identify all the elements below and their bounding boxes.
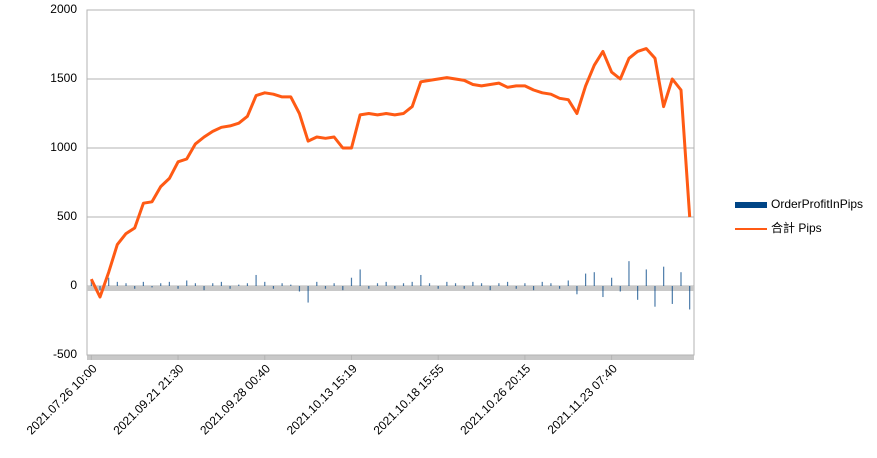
- bar: [333, 283, 335, 286]
- bar: [385, 281, 387, 286]
- bar: [108, 277, 110, 286]
- bar: [350, 277, 353, 286]
- bar: [602, 286, 604, 298]
- bar: [281, 283, 283, 286]
- x-tick-label: 2021.10.26 20:15: [457, 361, 533, 437]
- y-tick-label: 1000: [50, 140, 77, 154]
- bar: [160, 283, 162, 286]
- line: [89, 47, 692, 299]
- bar: [498, 283, 500, 286]
- bar: [532, 286, 535, 291]
- bar: [255, 274, 257, 286]
- x-axis-band: [87, 355, 694, 360]
- bar: [90, 280, 92, 286]
- bar: [454, 283, 457, 286]
- bar: [645, 269, 647, 286]
- bar: [246, 283, 249, 286]
- bar: [437, 286, 439, 289]
- bar: [463, 286, 465, 289]
- bar: [116, 281, 118, 286]
- bar: [368, 286, 370, 289]
- bar: [480, 283, 483, 286]
- plot-area: [86, 9, 695, 356]
- bar: [671, 286, 673, 304]
- x-tick-label: 2021.10.13 15:19: [284, 361, 360, 437]
- bar: [168, 281, 170, 286]
- bar: [593, 272, 595, 286]
- bar: [619, 286, 621, 292]
- bar: [472, 281, 474, 286]
- bar: [402, 283, 405, 286]
- bar: [394, 286, 396, 289]
- bar: [186, 280, 188, 286]
- bar: [307, 286, 309, 303]
- bar: [298, 286, 301, 292]
- bar: [524, 283, 526, 286]
- bar: [212, 283, 214, 286]
- bar: [411, 281, 413, 286]
- bar: [134, 286, 136, 289]
- bar: [628, 261, 630, 286]
- x-tick-label: 2021.09.28 00:40: [197, 361, 273, 437]
- bar: [359, 269, 361, 286]
- legend-label: OrderProfitInPips: [771, 197, 863, 211]
- bar: [177, 286, 179, 289]
- legend-symbol: [735, 202, 767, 208]
- bar: [585, 273, 587, 286]
- x-tick-label: 2021.09.21 21:30: [110, 361, 186, 437]
- bar: [194, 283, 196, 286]
- x-tick-label: 2021.07.26 10:00: [24, 361, 100, 437]
- y-tick-label: 0: [70, 278, 77, 292]
- x-tick-label: 2021.10.18 15:55: [371, 361, 447, 437]
- bar: [203, 286, 205, 291]
- bar: [663, 266, 665, 286]
- y-tick-label: 1500: [50, 71, 77, 85]
- bar: [420, 274, 422, 286]
- y-tick-label: 2000: [50, 2, 77, 16]
- bar: [611, 277, 613, 286]
- legend-label: 合計 Pips: [771, 220, 822, 235]
- bar: [220, 281, 223, 286]
- bar: [272, 286, 275, 289]
- bar: [238, 284, 240, 286]
- x-tick-label: 2021.11.23 07:40: [545, 361, 621, 437]
- bar: [515, 286, 517, 289]
- bar: [229, 286, 231, 289]
- zero-band: [87, 286, 694, 291]
- bar: [376, 283, 379, 286]
- bar: [264, 281, 266, 286]
- bar: [142, 281, 144, 286]
- bar: [567, 280, 569, 286]
- bar: [506, 281, 509, 286]
- bar: [324, 286, 327, 289]
- y-tick-label: 500: [57, 209, 77, 223]
- bar: [637, 286, 639, 300]
- bar: [342, 286, 344, 291]
- bar: [689, 286, 691, 310]
- bar: [550, 283, 552, 286]
- bar: [541, 281, 543, 286]
- bar: [428, 283, 431, 286]
- y-tick-label: -500: [53, 347, 77, 361]
- bar: [446, 281, 448, 286]
- bar: [125, 283, 127, 286]
- bar: [680, 272, 682, 286]
- bar: [654, 286, 656, 307]
- bar: [576, 286, 578, 295]
- bar: [558, 286, 561, 289]
- bar: [99, 286, 101, 291]
- bar: [151, 286, 153, 288]
- bar: [290, 284, 292, 286]
- bar: [316, 281, 318, 286]
- bar: [489, 286, 491, 291]
